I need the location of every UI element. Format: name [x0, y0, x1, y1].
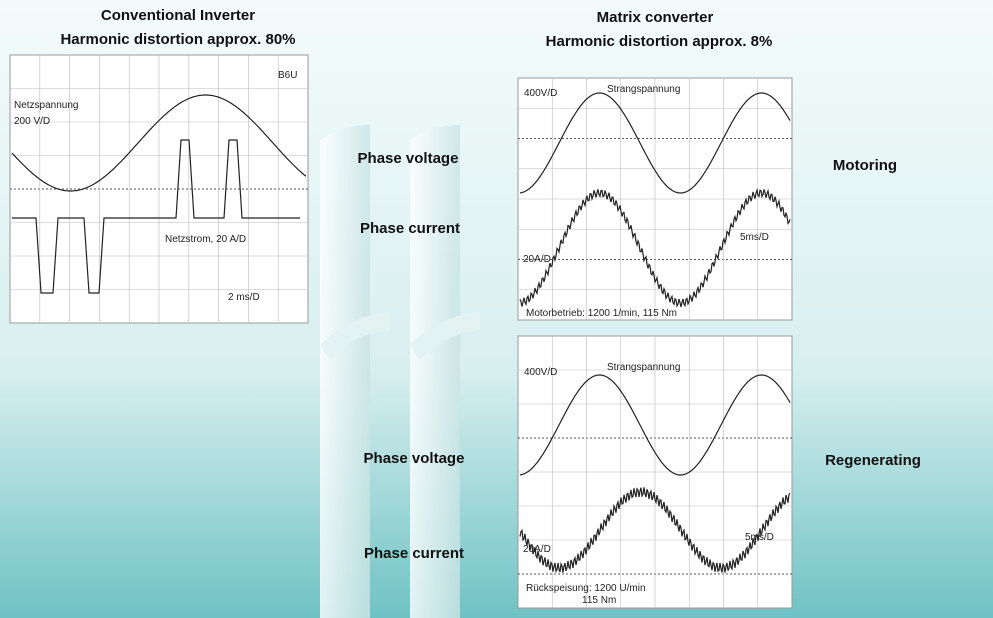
- phase-voltage-label: Phase voltage: [364, 450, 465, 467]
- right-subtitle: Harmonic distortion approx. 8%: [546, 33, 773, 50]
- right-title: Matrix converter: [597, 9, 714, 26]
- voltage-scale: 200 V/D: [14, 116, 50, 127]
- voltage-label: Strangspannung: [607, 362, 680, 373]
- time-scale: 2 ms/D: [228, 292, 260, 303]
- phase-voltage-label: Phase voltage: [358, 150, 459, 167]
- slide: Conventional Inverter Harmonic distortio…: [0, 0, 993, 618]
- left-title: Conventional Inverter: [101, 7, 255, 24]
- caption: Rückspeisung: 1200 U/min: [526, 583, 646, 594]
- scope-regenerating: 400V/D Strangspannung 5ms/D 20A/D Rücksp…: [518, 336, 792, 608]
- voltage-label: Strangspannung: [607, 84, 680, 95]
- page: Conventional Inverter Harmonic distortio…: [0, 0, 993, 618]
- voltage-scale: 400V/D: [524, 88, 557, 99]
- phase-current-label: Phase current: [360, 220, 460, 237]
- regenerating-label: Regenerating: [825, 452, 921, 469]
- time-scale: 5ms/D: [740, 232, 769, 243]
- motoring-label: Motoring: [833, 157, 897, 174]
- caption-line-2: 115 Nm: [582, 595, 616, 606]
- voltage-label: Netzspannung: [14, 100, 79, 111]
- current-scale: 20A/D: [523, 544, 551, 555]
- current-scale: 20A/D: [523, 254, 551, 265]
- voltage-scale: 400V/D: [524, 367, 557, 378]
- caption: Motorbetrieb: 1200 1/min, 115 Nm: [526, 308, 677, 319]
- left-subtitle: Harmonic distortion approx. 80%: [60, 31, 295, 48]
- scope-motoring: 400V/D Strangspannung 5ms/D 20A/D Motorb…: [518, 78, 792, 320]
- current-label: Netzstrom, 20 A/D: [165, 234, 246, 245]
- phase-current-label: Phase current: [364, 545, 464, 562]
- scope-left: B6U Netzspannung 200 V/D Netzstrom, 20 A…: [10, 55, 308, 323]
- scope-tag: B6U: [278, 70, 297, 81]
